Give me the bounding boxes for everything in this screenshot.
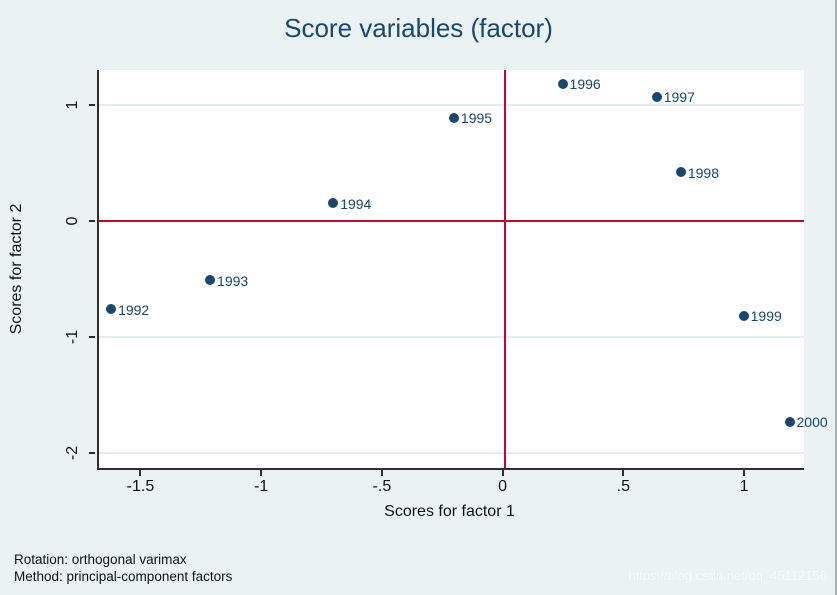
x-tick-label: 1 <box>739 478 749 495</box>
zero-refline-vertical <box>503 70 506 468</box>
data-point-label-1999: 1999 <box>750 308 782 325</box>
x-tick-mark <box>743 470 746 476</box>
y-tick-mark <box>89 219 95 222</box>
x-tick-mark <box>380 470 383 476</box>
footnote-method: Method: principal-component factors <box>14 569 233 584</box>
x-axis-title: Scores for factor 1 <box>384 503 515 520</box>
y-tick-mark <box>89 103 95 106</box>
y-tick-label: -2 <box>64 445 81 461</box>
x-tick-label: -1.5 <box>126 478 155 495</box>
y-tick-label: -1 <box>64 329 81 344</box>
data-point-2000 <box>784 416 795 427</box>
x-tick-label: 0 <box>498 478 508 495</box>
footnotes: Rotation: orthogonal varimax Method: pri… <box>14 551 232 585</box>
data-point-1998 <box>675 167 686 178</box>
data-point-label-1993: 1993 <box>217 272 249 289</box>
x-tick-mark <box>622 470 625 476</box>
x-tick-mark <box>260 470 263 476</box>
data-point-label-1998: 1998 <box>687 164 720 181</box>
data-point-1992 <box>106 304 117 315</box>
x-tick-label: -.5 <box>372 478 392 495</box>
x-tick-mark <box>139 470 142 476</box>
y-tick-mark <box>89 451 95 454</box>
data-point-1996 <box>557 78 568 89</box>
y-gridline <box>99 452 804 454</box>
y-tick-label: 0 <box>64 216 81 226</box>
data-point-label-1995: 1995 <box>460 110 493 127</box>
y-axis-title: Scores for factor 2 <box>8 203 25 335</box>
watermark-url: https://blog.csdn.net/qq_45112156 <box>628 568 827 583</box>
x-tick-label: .5 <box>616 478 630 495</box>
data-point-1995 <box>448 112 459 123</box>
y-gridline <box>99 336 804 338</box>
data-point-label-2000: 2000 <box>796 414 828 431</box>
x-tick-label: -1 <box>254 478 269 495</box>
y-gridline <box>99 104 804 106</box>
chart-title: Score variables (factor) <box>284 13 553 43</box>
data-point-label-1997: 1997 <box>663 89 695 106</box>
data-point-1993 <box>205 275 216 286</box>
y-tick-label: 1 <box>64 100 81 110</box>
footnote-rotation: Rotation: orthogonal varimax <box>14 552 187 567</box>
data-point-label-1994: 1994 <box>340 195 372 212</box>
data-point-1997 <box>651 91 662 102</box>
data-point-1994 <box>328 198 339 209</box>
data-point-label-1992: 1992 <box>118 301 150 318</box>
y-tick-mark <box>89 335 95 338</box>
zero-refline-horizontal <box>99 219 804 222</box>
data-point-label-1996: 1996 <box>569 76 601 93</box>
plot-area: 1992 1993 1994 1995 1996 1997 1998 1999 2000 <box>97 70 828 470</box>
x-tick-mark <box>501 470 504 476</box>
data-point-1999 <box>738 310 749 321</box>
